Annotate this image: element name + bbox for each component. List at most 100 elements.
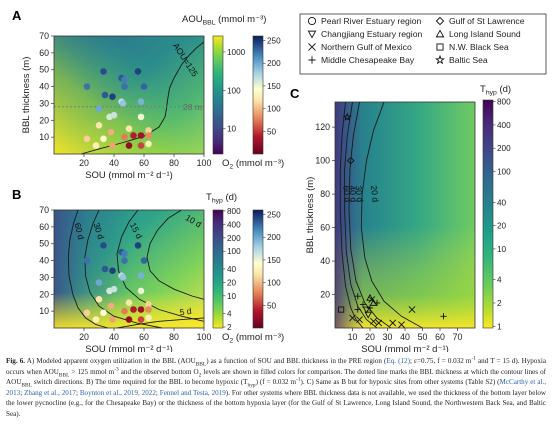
colorbar-tick-label: 20 — [497, 222, 507, 231]
thyp-colorbar-title-b: Thyp (d) — [206, 192, 237, 205]
o2-colorbar-title-rest: (mmol m⁻³) — [233, 158, 284, 169]
o2-point — [95, 279, 103, 286]
caption-reference-link[interactable]: McCarthy et al., 2013 — [6, 378, 546, 397]
o2-point — [110, 285, 118, 293]
panel-b-thyp-colorbar — [212, 209, 224, 329]
o2-point — [110, 111, 118, 119]
y-tick-label: 10 — [39, 132, 49, 142]
colorbar-tick-label: 2 — [497, 299, 502, 308]
o2-point — [83, 257, 91, 264]
panel-b-plot: 60 d 30 d 15 d 10 d5 d — [67, 209, 205, 329]
colorbar-tick-label: 400 — [497, 121, 511, 130]
o2-point — [130, 306, 137, 313]
colorbar-tick-label: 100 — [497, 168, 511, 177]
y-tick-label: 60 — [39, 48, 49, 58]
o2-point — [121, 307, 128, 315]
caption-fragment: switch directions. B) The time required … — [31, 378, 248, 387]
x-tick-label: 10 — [348, 332, 358, 342]
colorbar-tick-label: 10 — [497, 245, 507, 254]
legend-label: Changjiang Estuary region — [321, 29, 422, 39]
caption-reference-link[interactable]: Zhang et al., 2017 — [24, 388, 76, 397]
caption-fragment: ; — [20, 388, 25, 397]
system-point — [349, 314, 356, 322]
system-point — [440, 313, 447, 320]
colorbar-tick-label: 10 — [227, 125, 237, 134]
o2-point — [119, 100, 127, 107]
caption-reference-link[interactable]: Eq. (12) — [386, 357, 410, 365]
colorbar-tick-label: 800 — [497, 98, 511, 107]
star-icon — [434, 54, 446, 65]
o2-point — [137, 132, 145, 139]
panel-c-heatmap-shade-2 — [335, 102, 475, 328]
o2-point — [121, 83, 128, 90]
o2-point — [101, 91, 109, 99]
panel-a-heatmap-shade — [54, 36, 204, 154]
panel-b: B 60 d 30 d 15 d 10 d5 d — [12, 187, 264, 329]
caption-reference-link[interactable]: Fennel and Testa, 2019 — [159, 388, 226, 397]
o2-colorbar-tick-label: 250 — [267, 211, 281, 220]
x-tick-label: 50 — [418, 332, 428, 342]
y-tick-label: 30 — [39, 98, 49, 108]
y-tick-label: 70 — [39, 31, 49, 41]
x-tick-label: 30 — [383, 332, 393, 342]
x-tick-label: 100 — [197, 158, 212, 168]
o2-point — [137, 306, 145, 313]
y-tick-label: 50 — [39, 65, 49, 75]
caption-reference-link[interactable]: Boynton et al., 2019, 2022 — [79, 388, 156, 397]
legend-items: Pearl River Estuary region Changjiang Est… — [307, 16, 525, 65]
system-point — [375, 319, 383, 327]
y-tick-label: 60 — [320, 223, 330, 233]
x-tick-label: 40 — [109, 332, 119, 342]
caption-fragment: 2 — [198, 372, 202, 378]
o2-colorbar-tick-label: 100 — [267, 105, 281, 114]
y-tick-label: 80 — [320, 189, 330, 199]
contour-line — [344, 101, 378, 329]
o2-colorbar-title: O2 (mmol m⁻³) — [222, 158, 284, 171]
colorbar-tick-label: 4 — [227, 310, 232, 319]
system-point — [364, 311, 373, 319]
caption-fragment: -1 — [296, 376, 301, 383]
panel-a-letter: A — [12, 8, 22, 23]
y-tick-label: 30 — [39, 272, 49, 282]
o2-point — [125, 316, 133, 323]
legend-box — [299, 13, 547, 75]
o2-point — [137, 98, 145, 105]
panel-b-frame — [53, 209, 205, 329]
contour-label: 5 d — [179, 306, 192, 318]
x-tick-label: 60 — [139, 158, 149, 168]
x-tick-label: 70 — [453, 332, 463, 342]
legend-label: N.W. Black Sea — [449, 42, 509, 52]
contour-label: 30 d — [92, 221, 107, 240]
figure-caption: Fig. 6. A) Modeled apparent oxygen utili… — [6, 356, 546, 420]
o2-colorbar-tick-label: 150 — [267, 82, 281, 91]
aou-colorbar-title: AOUBBL (mmol m⁻³) — [182, 14, 266, 27]
legend-label: Long Island Sound — [449, 29, 521, 39]
system-point — [354, 293, 361, 300]
contour-line — [348, 101, 392, 329]
x-tick-label: 60 — [139, 332, 149, 342]
colorbar-tick-label: 200 — [497, 144, 511, 153]
o2-point — [107, 128, 115, 136]
caption-label: Fig. 6. — [6, 357, 26, 365]
o2-colorbar-title-main: O — [222, 332, 229, 343]
caption-fragment: > 125 mmol m — [69, 367, 115, 376]
y-tick-label: 120 — [315, 122, 330, 132]
o2-colorbar-title-main: O — [222, 158, 229, 169]
legend-label: Northern Gulf of Mexico — [321, 42, 412, 52]
y-tick-label: 20 — [39, 115, 49, 125]
caption-fragment: ; — [155, 388, 160, 397]
o2-colorbar-tick-label: 200 — [267, 233, 281, 242]
o2-point — [145, 127, 152, 134]
y-axis-label: BBL thickness (m) — [305, 177, 316, 254]
panel-a-o2-colorbar — [252, 35, 264, 155]
o2-point — [140, 257, 148, 264]
colorbar-tick-label: 10 — [227, 292, 237, 301]
o2-point — [125, 125, 133, 132]
x-tick-label: 40 — [400, 332, 410, 342]
system-point — [359, 301, 367, 308]
thyp-colorbar-title-c-main: T — [480, 84, 486, 95]
y-tick-label: 40 — [39, 256, 49, 266]
legend-label: Baltic Sea — [449, 55, 488, 65]
o2-point — [145, 301, 152, 308]
